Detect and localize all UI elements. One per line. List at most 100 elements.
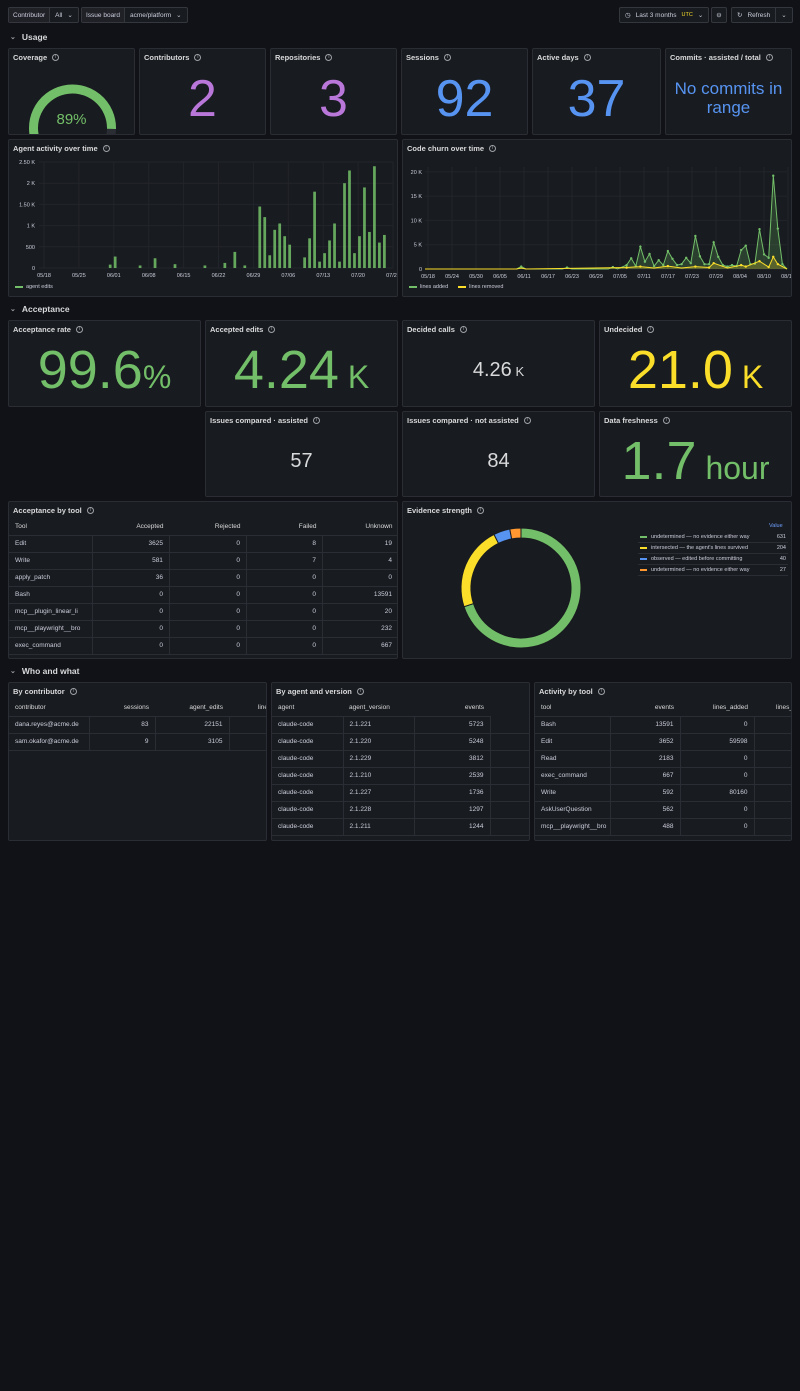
chart-legend: lines added lines removed <box>409 284 503 290</box>
table-row[interactable]: Write 581 0 7 4 <box>9 552 397 570</box>
legend-item[interactable]: intersected — the agent's lines survived… <box>638 543 788 554</box>
info-icon[interactable]: i <box>52 54 60 61</box>
legend-item[interactable]: agent edits <box>15 284 53 290</box>
info-icon[interactable]: i <box>597 688 605 695</box>
column-header[interactable]: agent_version <box>343 700 414 717</box>
legend-label: undetermined — no evidence either way <box>651 534 750 540</box>
column-header[interactable]: agent_edits <box>155 700 229 717</box>
table-cell: dana.reyes@acme.de <box>9 716 90 734</box>
section-who-and-what[interactable]: ⌄ Who and what <box>10 666 79 676</box>
contributor-filter[interactable]: Contributor All ⌄ <box>8 7 79 23</box>
series-line-1 <box>425 255 788 270</box>
info-icon[interactable]: i <box>765 54 773 61</box>
legend-item[interactable]: undetermined — no evidence either way 27 <box>638 565 788 576</box>
info-icon[interactable]: i <box>523 417 531 424</box>
column-header[interactable]: events <box>414 700 490 717</box>
info-icon[interactable]: i <box>583 54 591 61</box>
table-row[interactable]: AskUserQuestion 562 0 <box>535 801 791 819</box>
panel-title: By contributor <box>13 687 65 696</box>
table-row[interactable]: claude-code 2.1.229 3812 <box>272 750 529 768</box>
time-range-picker[interactable]: ◷ Last 3 months UTC ⌄ <box>619 7 710 23</box>
legend-item[interactable]: lines removed <box>458 284 503 290</box>
table-row[interactable]: claude-code 2.1.227 1736 <box>272 784 529 802</box>
info-icon[interactable]: i <box>75 326 83 333</box>
table-cell: 13591 <box>322 586 397 604</box>
table-row[interactable]: Write 592 80160 <box>535 784 791 802</box>
legend-item[interactable]: undetermined — no evidence either way 631 <box>638 532 788 543</box>
table-cell: 562 <box>610 801 681 819</box>
table-cell: 5248 <box>414 733 491 751</box>
refresh-button[interactable]: ↻ Refresh ⌄ <box>731 7 793 23</box>
refresh-interval-dropdown[interactable]: ⌄ <box>776 11 791 19</box>
table-row[interactable]: claude-code 2.1.220 5248 <box>272 733 529 751</box>
panel-title: Code churn over time <box>407 144 485 153</box>
column-header[interactable]: Unknown <box>322 519 397 536</box>
contributor-filter-label: Contributor <box>9 8 51 22</box>
column-header[interactable]: lines_ <box>754 700 791 717</box>
info-icon[interactable]: i <box>489 145 497 152</box>
table-row[interactable]: apply_patch 36 0 0 0 <box>9 569 397 587</box>
info-icon[interactable]: i <box>443 54 451 61</box>
table-row[interactable]: exec_command 0 0 0 667 <box>9 637 397 655</box>
section-usage[interactable]: ⌄ Usage <box>10 32 47 42</box>
undecided-value: 21.0 <box>627 340 733 400</box>
legend-item[interactable]: observed — edited before committing 40 <box>638 554 788 565</box>
column-header[interactable]: Tool <box>9 519 93 536</box>
data-point <box>643 260 647 263</box>
column-header[interactable]: contributor <box>9 700 89 717</box>
column-header[interactable]: Accepted <box>92 519 170 536</box>
legend-item[interactable]: lines added <box>409 284 448 290</box>
table-row[interactable]: claude-code 2.1.221 5723 <box>272 716 529 734</box>
table-row[interactable]: dana.reyes@acme.de 83 22151 <box>9 716 266 734</box>
accepted-edits-value: 4.24 <box>233 340 339 400</box>
table-row[interactable]: claude-code 2.1.211 1244 <box>272 818 529 836</box>
table-row[interactable]: Edit 3625 0 8 19 <box>9 535 397 553</box>
table-cell: Write <box>535 784 611 802</box>
info-icon[interactable]: i <box>325 54 333 61</box>
column-header[interactable]: Rejected <box>169 519 247 536</box>
table-row[interactable]: mcp__plugin_linear_li 0 0 0 20 <box>9 603 397 621</box>
column-header[interactable]: events <box>610 700 680 717</box>
code-churn-chart[interactable]: 0 5 K 10 K 15 K 20 K 05/18 05/24 05/30 06/05 06/1… <box>403 140 792 297</box>
issue-board-filter[interactable]: Issue board acme/platform ⌄ <box>81 7 188 23</box>
column-header[interactable]: agent <box>272 700 343 717</box>
info-icon[interactable]: i <box>647 326 655 333</box>
table-row[interactable]: mcp__playwright__bro 0 0 0 232 <box>9 620 397 638</box>
info-icon[interactable]: i <box>662 417 670 424</box>
table-row[interactable]: Edit 3652 59598 <box>535 733 791 751</box>
table-row[interactable]: Read 2183 0 <box>535 750 791 768</box>
legend-value-header[interactable]: Value <box>769 523 783 529</box>
data-point <box>776 262 780 266</box>
evidence-donut-chart[interactable] <box>403 502 643 659</box>
zoom-out-button[interactable]: ⊖ <box>711 7 727 23</box>
table-row[interactable]: exec_command 667 0 <box>535 767 791 785</box>
info-icon[interactable]: i <box>459 326 467 333</box>
table-row[interactable]: sam.okafor@acme.de 9 3105 <box>9 733 266 751</box>
column-header[interactable]: line <box>229 700 266 717</box>
info-icon[interactable]: i <box>194 54 202 61</box>
x-tick-label: 06/11 <box>517 274 530 280</box>
column-header[interactable]: Failed <box>246 519 323 536</box>
column-header[interactable]: tool <box>535 700 610 717</box>
data-point <box>662 263 665 267</box>
agent-activity-chart[interactable]: 0 500 1 K 1.50 K 2 K 2.50 K 05/18 05/25 06/01 06/… <box>9 140 398 297</box>
column-header[interactable]: sessions <box>89 700 155 717</box>
info-icon[interactable]: i <box>356 688 364 695</box>
column-header[interactable]: lines_added <box>680 700 754 717</box>
table-row[interactable]: Bash 13591 0 <box>535 716 791 734</box>
table-row[interactable]: claude-code 2.1.210 2539 <box>272 767 529 785</box>
info-icon[interactable]: i <box>312 417 320 424</box>
table-row[interactable]: mcp__playwright__bro 488 0 <box>535 818 791 836</box>
data-point <box>666 264 670 268</box>
table-row[interactable]: claude-code 2.1.228 1297 <box>272 801 529 819</box>
section-acceptance[interactable]: ⌄ Acceptance <box>10 304 70 314</box>
table-cell: exec_command <box>535 767 611 785</box>
legend-value: 27 <box>779 567 786 573</box>
info-icon[interactable]: i <box>268 326 276 333</box>
info-icon[interactable]: i <box>69 688 77 695</box>
info-icon[interactable]: i <box>102 145 110 152</box>
info-icon[interactable]: i <box>86 507 94 514</box>
table-row[interactable]: Bash 0 0 0 13591 <box>9 586 397 604</box>
legend-label: undetermined — no evidence either way <box>651 567 750 573</box>
info-icon[interactable]: i <box>477 507 485 514</box>
